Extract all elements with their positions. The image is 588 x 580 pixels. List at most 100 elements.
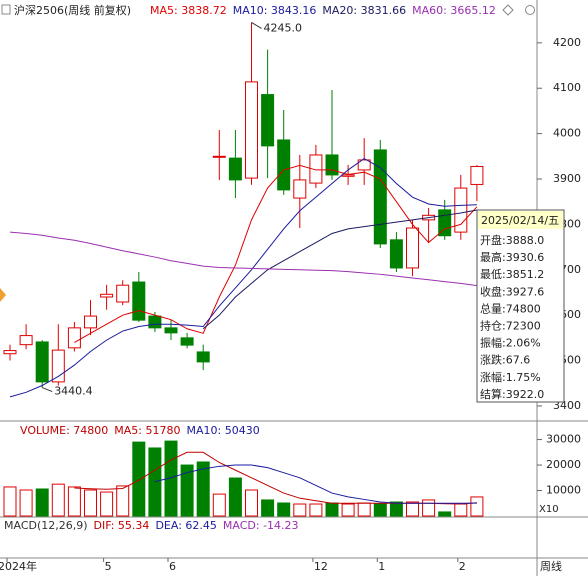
volume-bar: [132, 441, 146, 517]
tooltip-row: 结算:3922.0: [480, 387, 544, 401]
volume-bar: [3, 486, 17, 517]
tool-icon[interactable]: [502, 4, 514, 16]
volume-ma-line: [154, 464, 477, 504]
volume-bar: [51, 483, 65, 517]
candle-body: [406, 227, 419, 269]
tooltip-row: 涨幅:1.75%: [480, 371, 541, 384]
volume-bar: [180, 464, 194, 517]
ma-line: [202, 209, 477, 330]
volume-bar: [277, 502, 291, 517]
tooltip-row: 持仓:72300: [480, 319, 541, 333]
volume-bar: [422, 499, 436, 517]
candle-body: [116, 284, 130, 303]
candle-body: [84, 315, 97, 329]
side-handle[interactable]: [0, 288, 6, 302]
y-tick-label: 10000: [546, 484, 581, 497]
tooltip-row: 最低:3851.2: [480, 268, 544, 281]
candle-body: [438, 209, 452, 237]
y-tick-label: 4000: [553, 127, 581, 140]
x-tick-label: 2: [459, 560, 466, 573]
indicator-label: MA10: 3843.16: [233, 4, 317, 17]
volume-bar: [148, 447, 162, 517]
candle-body: [228, 157, 242, 181]
volume-bar: [309, 503, 323, 517]
annotation: 3440.4: [54, 385, 92, 398]
candle-body: [19, 335, 33, 346]
candle-body: [293, 179, 307, 199]
period-label: 周线: [540, 559, 562, 573]
volume-bar: [228, 477, 242, 517]
chart-title: 沪深2506(周线 前复权): [14, 3, 131, 17]
indicator-label: MA5: 51780: [114, 424, 180, 437]
x-tick-label: 2024年: [0, 559, 37, 573]
candle-body: [373, 149, 387, 245]
candle-body: [132, 281, 146, 321]
tooltip-row: 振幅:2.06%: [480, 336, 541, 350]
tooltip-box: [476, 209, 565, 403]
tooltip-row: 收盘:3927.6: [480, 284, 544, 298]
indicator-label: MACD: -14.23: [223, 519, 299, 532]
candle-body: [309, 154, 323, 184]
volume-scale: X10: [539, 504, 559, 515]
candle-body: [164, 327, 178, 334]
volume-bar: [341, 503, 355, 517]
tooltip-row: 最高:3930.6: [480, 250, 544, 264]
indicator-label: MA5: 3838.72: [150, 4, 227, 17]
volume-bar: [84, 489, 97, 517]
annotation-arrow: [251, 21, 262, 29]
toggle-box[interactable]: [1, 4, 11, 15]
indicator-label: VOLUME: 74800: [20, 424, 108, 437]
candle-body: [261, 94, 275, 147]
volume-bar: [100, 491, 114, 517]
y-tick-label: 30000: [546, 433, 581, 446]
volume-bar: [212, 493, 226, 517]
candle-body: [35, 341, 49, 383]
volume-bar: [454, 503, 468, 517]
volume-bar: [438, 511, 452, 517]
volume-bar: [406, 501, 419, 517]
candle-body: [51, 349, 65, 383]
candle-body: [148, 315, 162, 329]
volume-bar: [164, 440, 178, 517]
indicator-label: MA60: 3665.12: [412, 4, 496, 17]
candle-body: [67, 327, 81, 349]
volume-bar: [245, 489, 258, 517]
indicator-label: MACD(12,26,9): [4, 519, 88, 532]
candle-body: [325, 154, 339, 176]
tool-icon[interactable]: [525, 5, 535, 15]
ma-line: [9, 157, 477, 398]
indicator-label: MA20: 3831.66: [322, 4, 406, 17]
candle-body: [245, 81, 258, 179]
y-tick-label: 3900: [553, 172, 581, 185]
tooltip-row: 总量:74800: [480, 301, 541, 315]
volume-bar: [35, 488, 49, 517]
candle-body: [470, 165, 484, 185]
tooltip-row: 涨跌:67.6: [480, 353, 530, 367]
volume-bar: [389, 501, 403, 517]
candle-body: [196, 351, 210, 363]
volume-bar: [373, 503, 387, 517]
volume-bar: [261, 499, 275, 517]
x-tick-label: 5: [105, 560, 112, 573]
x-tick-label: 6: [169, 560, 176, 573]
volume-bar: [470, 496, 484, 517]
candle-body: [389, 239, 403, 269]
candle-body: [357, 159, 371, 171]
annotation-arrow: [42, 387, 53, 393]
candle-body: [212, 155, 226, 158]
y-tick-label: 4100: [553, 81, 581, 94]
indicator-label: DEA: 62.45: [155, 519, 216, 532]
candle-body: [277, 139, 291, 191]
ma-line: [9, 231, 477, 287]
x-tick-label: 12: [314, 560, 328, 573]
tooltip-date: 2025/02/14/五: [481, 214, 559, 227]
tooltip-row: 开盘:3888.0: [480, 233, 544, 247]
volume-bar: [116, 485, 130, 517]
annotation: 4245.0: [264, 21, 303, 34]
candle-body: [180, 337, 194, 346]
tooltip-date-bg: [478, 211, 563, 229]
x-tick-label: 1: [378, 560, 385, 573]
candle-body: [3, 350, 17, 355]
y-tick-label: 4200: [553, 36, 581, 49]
